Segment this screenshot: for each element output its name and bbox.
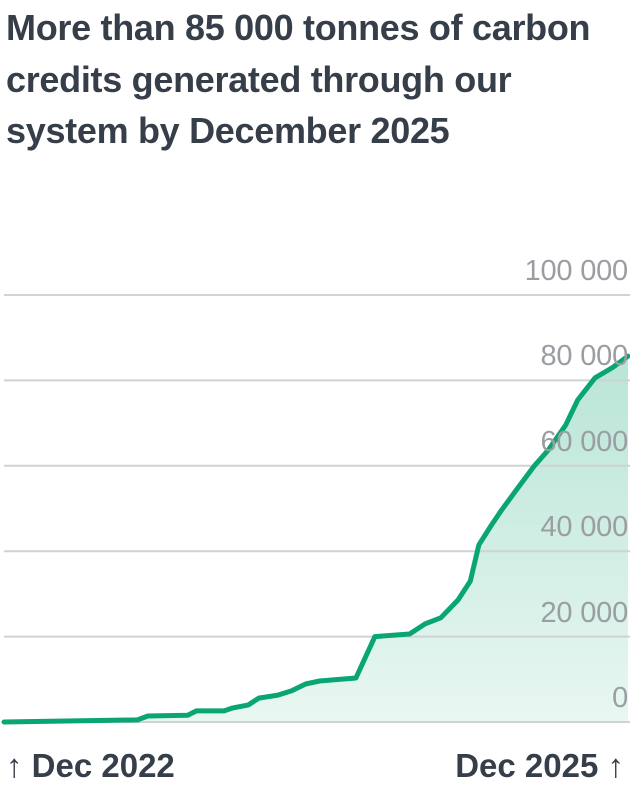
y-tick-label: 80 000 <box>540 340 629 373</box>
y-tick-label: 100 000 <box>524 255 629 287</box>
chart-title: More than 85 000 tonnes of carbon credit… <box>6 7 591 151</box>
x-label-start-text: Dec 2022 <box>31 747 175 784</box>
y-tick-label: 40 000 <box>540 511 629 544</box>
gridlines <box>4 294 630 723</box>
arrow-up-icon: ↑ <box>607 747 625 784</box>
area-fill <box>4 356 628 722</box>
y-tick-label: 20 000 <box>540 596 629 629</box>
y-tick-label: 60 000 <box>540 425 629 458</box>
area-chart-svg <box>1 294 630 725</box>
x-label-start: ↑ Dec 2022 <box>6 749 175 782</box>
data-line <box>1 353 630 725</box>
y-tick-label: 0 <box>612 682 628 714</box>
x-label-end-text: Dec 2025 <box>455 747 599 784</box>
arrow-up-icon: ↑ <box>6 747 23 784</box>
x-label-end: Dec 2025 ↑ <box>455 749 624 782</box>
cumulative-credits-chart: 0 20 000 40 000 60 000 80 000 100 000 <box>0 240 630 740</box>
